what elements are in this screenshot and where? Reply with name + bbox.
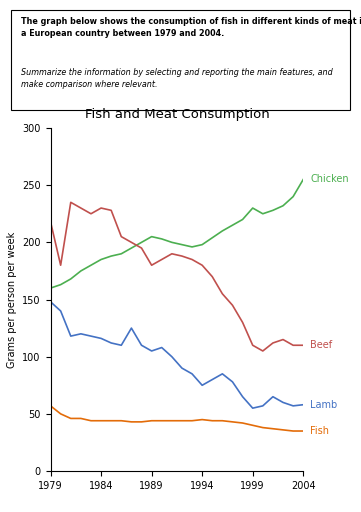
Title: Fish and Meat Consumption: Fish and Meat Consumption [84, 108, 269, 121]
Text: The graph below shows the consumption of fish in different kinds of meat in
a Eu: The graph below shows the consumption of… [21, 17, 361, 38]
Text: Chicken: Chicken [310, 175, 349, 184]
Text: Fish: Fish [310, 426, 329, 436]
Text: Beef: Beef [310, 340, 332, 350]
Text: Summarize the information by selecting and reporting the main features, and
make: Summarize the information by selecting a… [21, 68, 333, 89]
Text: Lamb: Lamb [310, 400, 338, 410]
FancyBboxPatch shape [11, 10, 350, 110]
Y-axis label: Grams per person per week: Grams per person per week [6, 231, 17, 368]
